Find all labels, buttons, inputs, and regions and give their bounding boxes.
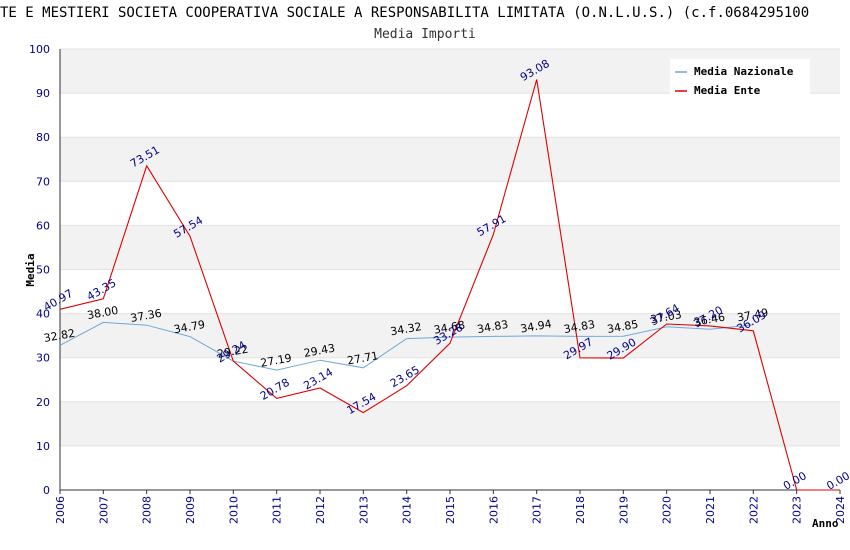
x-tick-label: 2012: [314, 496, 327, 524]
grid-band: [60, 137, 840, 182]
data-label-nazionale: 37.36: [129, 307, 162, 325]
x-tick-label: 2020: [661, 496, 674, 524]
x-axis-label: Anno: [812, 517, 839, 530]
data-label-nazionale: 36.46: [693, 311, 726, 329]
grid-band: [60, 401, 840, 446]
x-tick-label: 2017: [531, 496, 544, 524]
legend-entry-nazionale: Media Nazionale: [694, 65, 794, 78]
y-tick-label: 0: [43, 484, 50, 497]
grid-band: [60, 181, 840, 226]
y-tick-label: 80: [36, 131, 50, 144]
x-tick-label: 2023: [791, 496, 804, 524]
x-tick-label: 2024: [834, 496, 847, 524]
grid-band: [60, 93, 840, 138]
x-tick-label: 2015: [444, 496, 457, 524]
data-label-nazionale: 29.43: [303, 342, 336, 360]
y-tick-label: 40: [36, 308, 50, 321]
data-label-nazionale: 37.49: [736, 306, 769, 324]
data-label-nazionale: 34.83: [563, 318, 596, 336]
series-lines: [59, 79, 840, 491]
data-label-nazionale: 29.22: [216, 343, 249, 361]
data-label-nazionale: 37.03: [649, 308, 682, 326]
y-tick-label: 70: [36, 175, 50, 188]
x-tick-label: 2007: [97, 496, 110, 524]
y-tick-labels: 0 10 20 30 40 50 60 70 80 90 100: [29, 43, 50, 497]
y-tick-label: 60: [36, 219, 50, 232]
y-tick-label: 20: [36, 396, 50, 409]
chart-title: TE E MESTIERI SOCIETA COOPERATIVA SOCIAL…: [0, 5, 810, 21]
chart-subtitle: Media Importi: [374, 27, 476, 42]
grid-band: [60, 357, 840, 402]
data-label-nazionale: 34.94: [519, 317, 552, 335]
data-label-nazionale: 34.32: [389, 320, 422, 338]
x-tick-label: 2014: [401, 496, 414, 524]
x-tick-label: 2016: [487, 496, 500, 524]
y-tick-label: 30: [36, 352, 50, 365]
grid-band: [60, 445, 840, 490]
x-tick-label: 2011: [271, 496, 284, 524]
y-axis-label: Media: [24, 253, 37, 286]
x-tick-label: 2013: [357, 496, 370, 524]
x-tick-label: 2022: [747, 496, 760, 524]
x-tick-label: 2008: [141, 496, 154, 524]
x-tick-label: 2019: [617, 496, 630, 524]
data-label-nazionale: 27.71: [346, 349, 379, 367]
grid-band: [60, 225, 840, 270]
grid-bands: [60, 49, 840, 490]
y-tick-label: 90: [36, 87, 50, 100]
x-tick-label: 2006: [54, 496, 67, 524]
y-tick-label: 100: [29, 43, 50, 56]
grid-band: [60, 269, 840, 314]
series-line-0: [59, 321, 754, 371]
grid-band: [60, 313, 840, 358]
x-tick-label: 2021: [704, 496, 717, 524]
data-label-nazionale: 38.00: [86, 304, 119, 322]
data-label-nazionale: 34.85: [606, 318, 639, 336]
y-tick-label: 50: [36, 264, 50, 277]
legend: Media Nazionale Media Ente: [670, 59, 810, 99]
data-label-nazionale: 32.82: [43, 327, 76, 345]
x-tick-label: 2018: [574, 496, 587, 524]
series-line-1: [59, 79, 840, 491]
data-label-nazionale: 34.83: [476, 318, 509, 336]
x-tick-labels: 2006 2007 2008 2009 2010 2011 2012 2013 2014 2015…: [54, 490, 847, 524]
y-tick-label: 10: [36, 440, 50, 453]
x-tick-label: 2009: [184, 496, 197, 524]
legend-entry-ente: Media Ente: [694, 84, 761, 97]
data-label-nazionale: 27.19: [259, 352, 292, 370]
legend-box: [670, 59, 810, 99]
data-label-nazionale: 34.79: [173, 318, 206, 336]
x-tick-label: 2010: [227, 496, 240, 524]
data-label-nazionale: 34.68: [433, 318, 466, 336]
